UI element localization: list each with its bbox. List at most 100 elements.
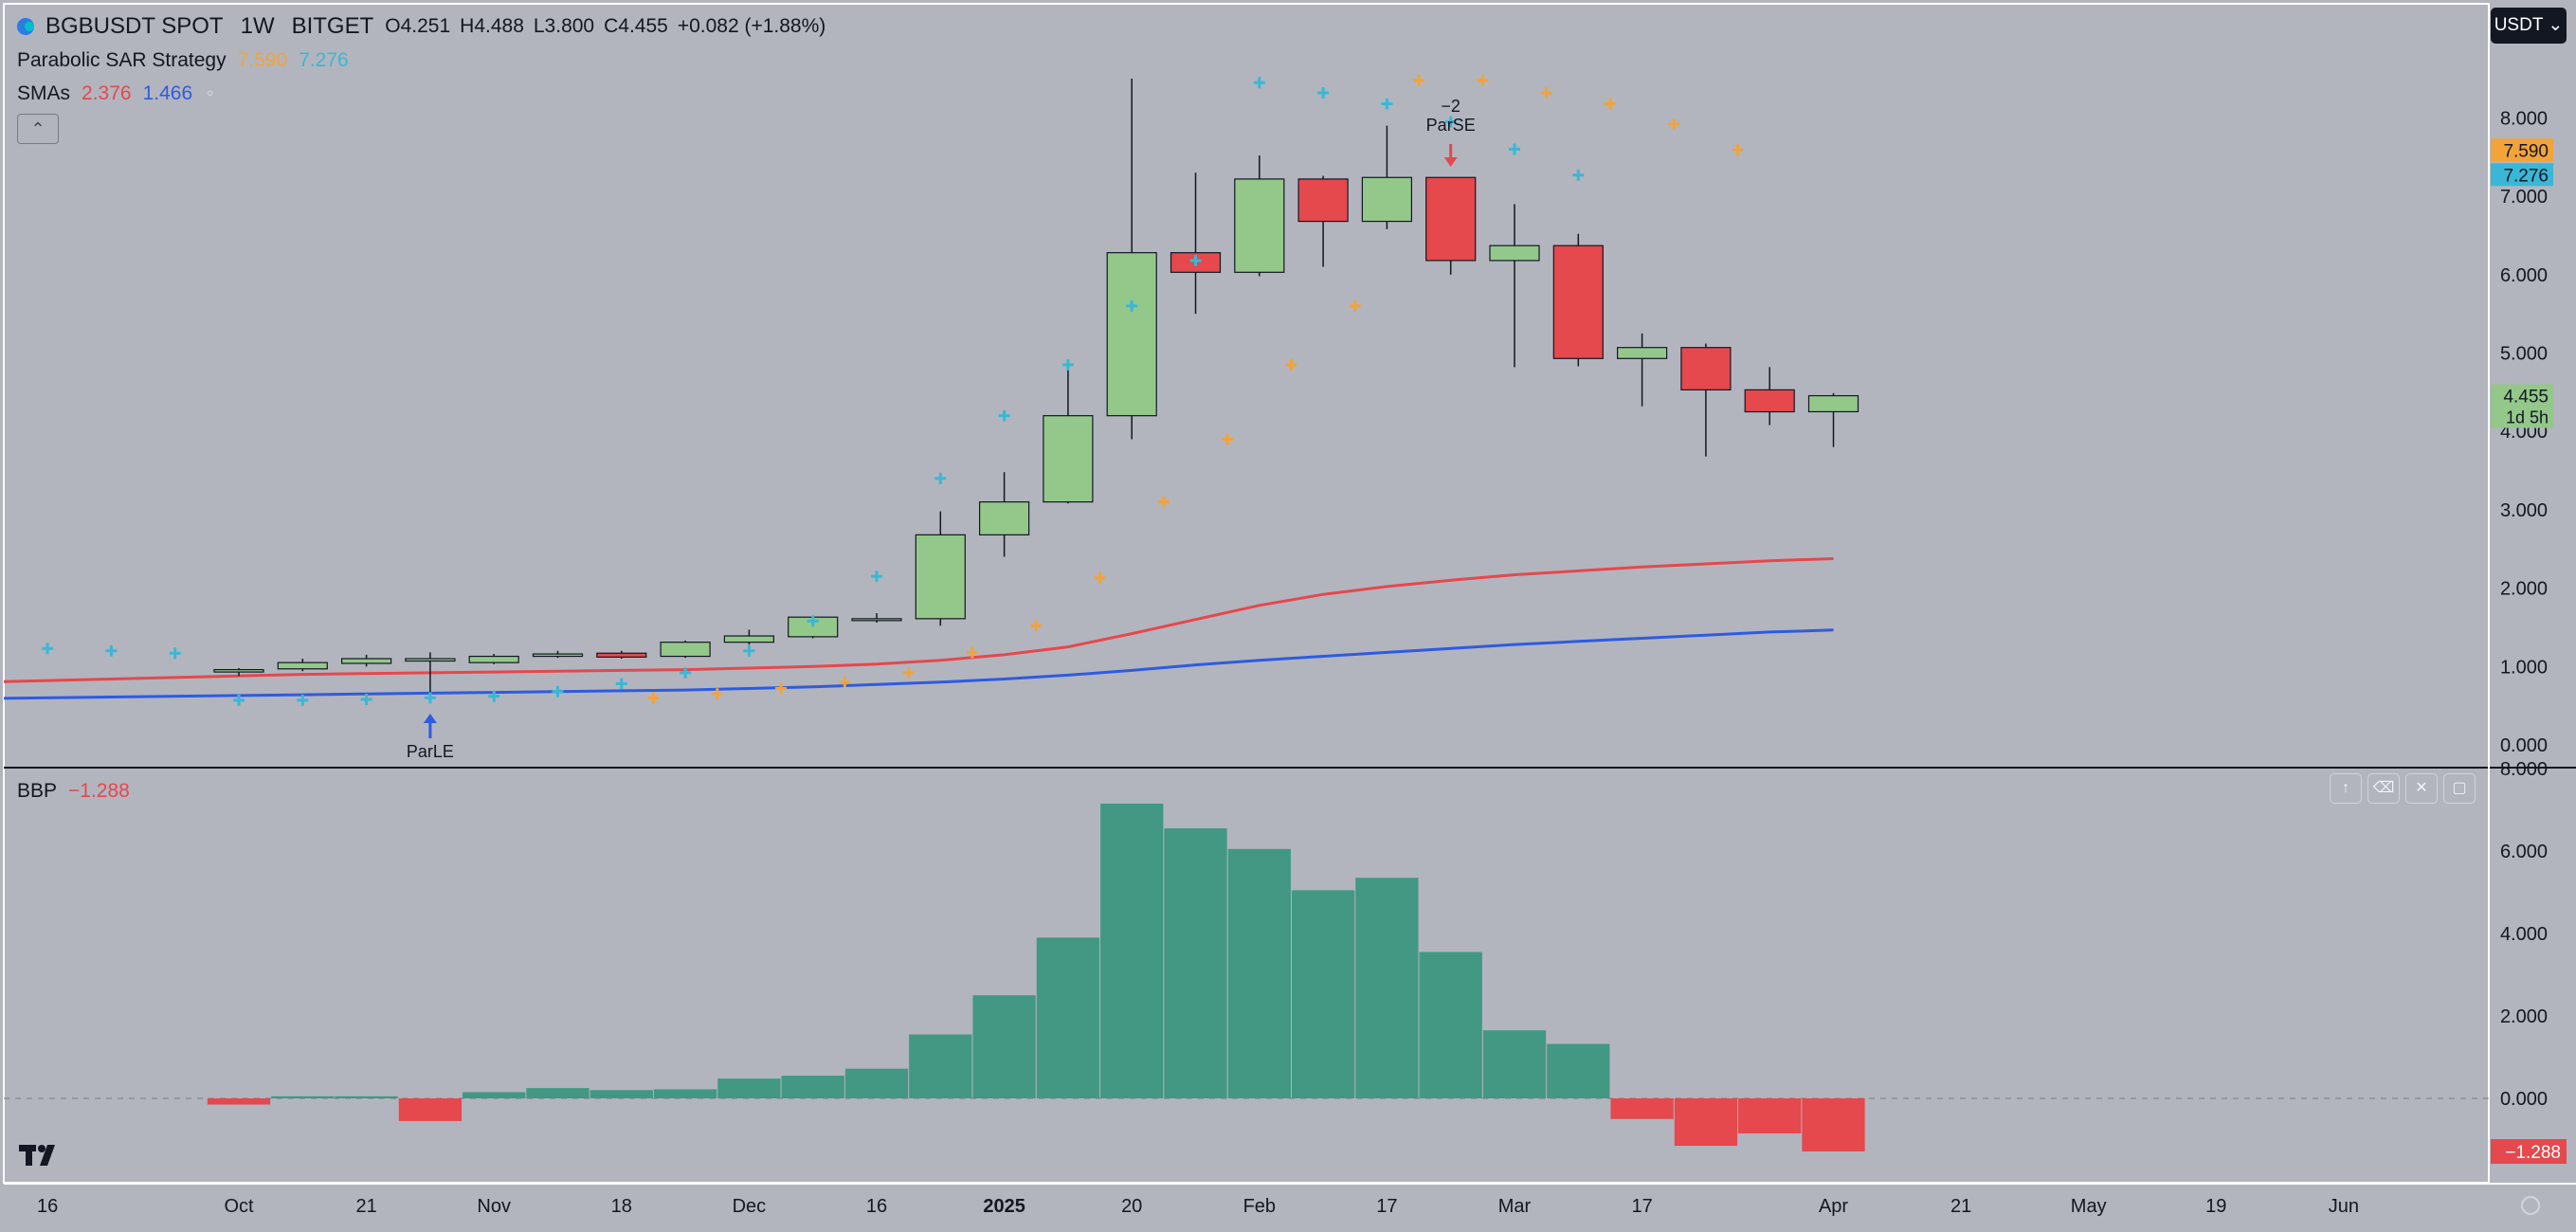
bbp-value-badge-text: −1.288	[2505, 1143, 2561, 1163]
symbol-name[interactable]: BGBUSDT SPOT	[45, 13, 224, 39]
price-axis-tick: 3.000	[2500, 500, 2548, 521]
psar-short-marker	[1094, 571, 1106, 584]
sma-legend[interactable]: SMAs 2.376 1.466 ⚬	[17, 82, 228, 105]
time-scale-settings-icon	[2521, 1196, 2540, 1215]
bbp-bar	[1610, 1098, 1674, 1119]
price-axis-badge	[2491, 384, 2553, 428]
psar-long-marker	[297, 694, 309, 706]
candle-body	[1106, 252, 1157, 417]
pane-controls: ↑ ⌫ ✕ ▢	[2330, 773, 2476, 804]
time-axis-tick: Jun	[2329, 1196, 2359, 1217]
psar-long-marker	[360, 694, 372, 706]
psar-short-marker	[1668, 118, 1680, 131]
tradingview-logo-icon[interactable]	[19, 1141, 66, 1168]
maximize-pane-button[interactable]: ▢	[2443, 773, 2476, 804]
candle-body	[978, 501, 1030, 535]
bbp-bar	[1547, 1043, 1610, 1098]
time-axis-tick: Oct	[224, 1196, 254, 1217]
time-axis-tick: 16	[37, 1196, 58, 1217]
bbp-bar	[972, 995, 1036, 1098]
symbol-header[interactable]: BGBUSDT SPOT 1W BITGET O4.251 H4.488 L3.…	[17, 13, 835, 40]
sma-fast-line	[3, 557, 1834, 683]
candle-body	[723, 635, 775, 643]
sma-settings-icon[interactable]: ⚬	[204, 86, 217, 102]
psar-long-marker	[42, 643, 54, 655]
price-axis-badge	[2491, 163, 2553, 187]
high-value: H4.488	[460, 15, 524, 37]
psar-short-marker	[1413, 74, 1425, 86]
bbp-bar	[1227, 848, 1291, 1098]
psar-legend[interactable]: Parabolic SAR Strategy 7.590 7.276	[17, 49, 360, 72]
bbp-bar	[1738, 1098, 1802, 1133]
candle-body	[1361, 176, 1413, 223]
psar-value-long: 7.276	[299, 49, 349, 71]
open-value: O4.251	[385, 15, 451, 37]
sma-name[interactable]: SMAs	[17, 82, 71, 104]
collapse-legend-button[interactable]: ⌃	[17, 114, 59, 144]
psar-short-marker	[1030, 620, 1043, 632]
price-axis-tick: 0.000	[2500, 735, 2548, 756]
currency-button[interactable]: USDT ⌄	[2491, 8, 2567, 44]
bbp-bar	[1674, 1098, 1738, 1147]
psar-short-marker	[966, 646, 978, 659]
psar-name[interactable]: Parabolic SAR Strategy	[17, 49, 227, 71]
bbp-bar	[1100, 803, 1164, 1098]
bbp-axis-tick: 2.000	[2500, 1006, 2548, 1027]
time-axis-tick: 20	[1121, 1196, 1142, 1217]
bbp-name[interactable]: BBP	[17, 780, 58, 802]
candle-body	[468, 655, 519, 663]
bbp-axis-tick: 0.000	[2500, 1089, 2548, 1110]
psar-short-marker	[1732, 144, 1744, 156]
psar-long-marker	[488, 690, 500, 702]
bbp-bar	[1419, 951, 1482, 1098]
delete-pane-button[interactable]: ⌫	[2367, 773, 2400, 804]
bbp-bar	[335, 1096, 398, 1098]
change-value: +0.082 (+1.88%)	[677, 15, 826, 37]
collapse-pane-button[interactable]: ✕	[2405, 773, 2438, 804]
price-axis-tick: 8.000	[2500, 108, 2548, 129]
psar-short-marker	[1222, 433, 1234, 445]
bbp-bar	[1355, 878, 1419, 1098]
time-axis-tick: 17	[1376, 1196, 1397, 1217]
candle-body	[1807, 394, 1859, 413]
candle-body	[1297, 178, 1349, 223]
price-axis-badge-value: 7.276	[2503, 166, 2549, 186]
psar-long-marker	[1189, 254, 1202, 266]
psar-long-marker	[169, 647, 181, 660]
bbp-bar	[1482, 1030, 1547, 1098]
sma-value-fast: 2.376	[82, 82, 132, 104]
interval-label[interactable]: 1W	[240, 13, 275, 39]
candle-body	[532, 653, 584, 658]
time-axis-tick: 17	[1631, 1196, 1652, 1217]
close-value: C4.455	[604, 15, 668, 37]
bbp-legend[interactable]: BBP −1.288	[17, 780, 141, 803]
time-axis-tick: Mar	[1498, 1196, 1532, 1217]
psar-short-marker	[711, 688, 723, 700]
price-axis-tick: 2.000	[2500, 579, 2548, 600]
time-axis-tick: Nov	[477, 1196, 511, 1217]
bbp-bar	[653, 1089, 717, 1098]
time-axis-tick: 2025	[983, 1196, 1025, 1217]
psar-long-marker	[105, 644, 118, 657]
candle-body	[1425, 176, 1477, 262]
candle-body	[1043, 415, 1094, 503]
candle-body	[405, 658, 456, 662]
psar-long-marker	[1061, 358, 1074, 371]
psar-long-marker	[1381, 98, 1393, 110]
price-axis-badge	[2491, 138, 2553, 162]
bbp-bar	[463, 1092, 526, 1098]
psar-long-marker	[871, 571, 882, 583]
psar-long-marker	[1126, 299, 1138, 312]
price-axis-tick: 1.000	[2500, 657, 2548, 678]
psar-long-marker	[1509, 143, 1520, 155]
low-value: L3.800	[533, 15, 595, 37]
psar-long-marker	[1317, 86, 1330, 99]
bbp-bar	[590, 1090, 653, 1098]
move-pane-up-button[interactable]: ↑	[2330, 773, 2362, 804]
psar-short-marker	[647, 692, 660, 704]
time-axis-tick: 21	[1950, 1196, 1971, 1217]
time-axis-tick: Feb	[1243, 1196, 1276, 1217]
candle-body	[1744, 389, 1795, 413]
psar-long-marker	[1444, 116, 1457, 128]
